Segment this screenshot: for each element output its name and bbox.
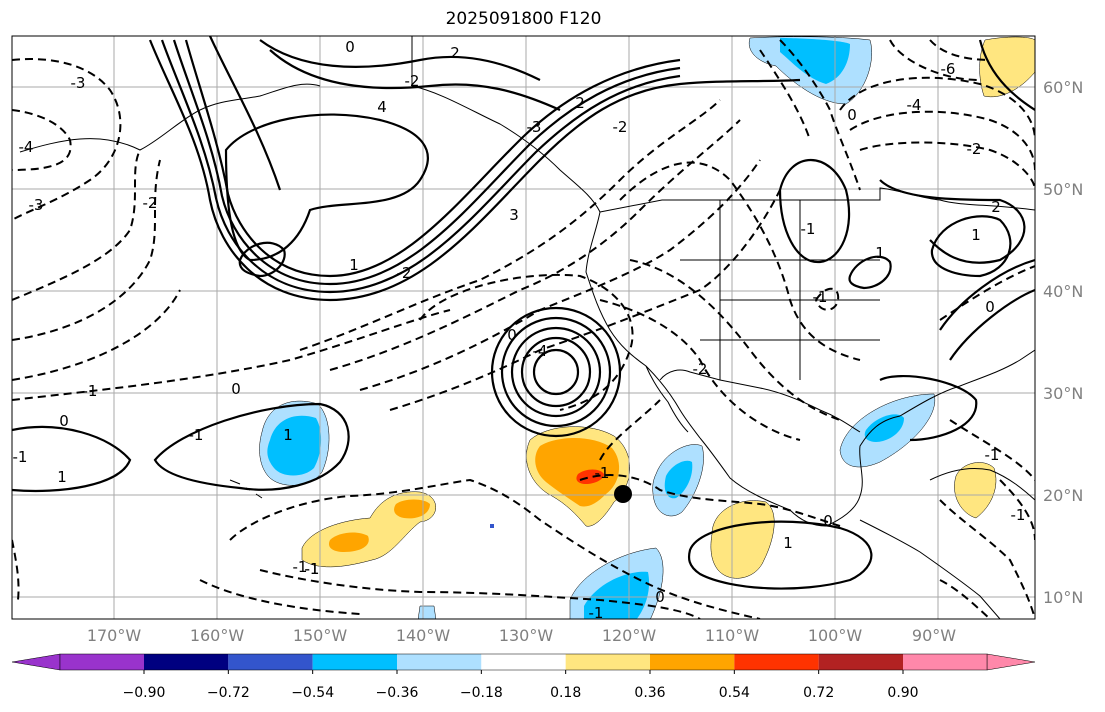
colorbar-cell — [650, 654, 735, 670]
lon-label: 100°W — [808, 626, 863, 645]
lat-label: 50°N — [1043, 180, 1083, 199]
contour-label-layer: 0 24 213-4-3 -2-2-2-3-1-1 00-2-3-411-10-1-1-… — [13, 38, 1026, 622]
contour-label: -6 — [941, 60, 956, 78]
contour-label: -2 — [967, 140, 982, 158]
contour-label: 0 — [655, 588, 665, 606]
contour-label: 3 — [509, 206, 519, 224]
contour-label: -1 — [305, 560, 320, 578]
contour-label: -2 — [613, 118, 628, 136]
contour-label: -3 — [71, 74, 86, 92]
positive-contours — [12, 36, 1035, 590]
colorbar-tick-label: 0.72 — [803, 685, 834, 701]
contour-label: 0 — [59, 412, 69, 430]
contour-label: 1 — [875, 244, 885, 262]
contour-label: 2 — [575, 94, 585, 112]
contour-label: 0 — [231, 380, 241, 398]
contour-label: 1 — [783, 534, 793, 552]
contour-label: -2 — [405, 72, 420, 90]
colorbar-extend-high — [986, 653, 1036, 671]
contour-label: -1 — [813, 288, 828, 306]
colorbar-cell — [144, 654, 229, 670]
contour-label: 1 — [971, 226, 981, 244]
colorbar-tick-label: −0.90 — [123, 685, 166, 701]
contour-label: -1 — [1011, 506, 1026, 524]
map-title: 2025091800 F120 — [445, 9, 602, 29]
lat-label: 20°N — [1043, 486, 1083, 505]
contour-label: -3 — [527, 118, 542, 136]
colorbar: −0.90 −0.72 −0.54 −0.36 −0.18 0.18 0.36 0.54 0.7… — [11, 653, 1036, 701]
colorbar-tick-label: 0.90 — [887, 685, 918, 701]
contour-label: 0 — [507, 326, 517, 344]
lat-label: 10°N — [1043, 588, 1083, 607]
contour-label: -1 — [801, 220, 816, 238]
contour-label: 2 — [991, 198, 1001, 216]
colorbar-cell — [903, 654, 987, 670]
contour-label: 1 — [349, 256, 359, 274]
contour-label: 2 — [450, 44, 460, 62]
colorbar-tick-label: −0.54 — [291, 685, 334, 701]
contour-label: -4 — [907, 96, 922, 114]
colorbar-cell — [481, 654, 566, 670]
colorbar-cell — [565, 654, 650, 670]
lon-label: 120°W — [602, 626, 657, 645]
contour-label: -1 — [189, 426, 204, 444]
colorbar-tick-label: 0.54 — [719, 685, 750, 701]
lat-label: 40°N — [1043, 282, 1083, 301]
lat-label: 60°N — [1043, 78, 1083, 97]
colorbar-cell — [734, 654, 819, 670]
contour-label: -2 — [693, 360, 708, 378]
graticule — [12, 36, 1035, 619]
contour-label: -1 — [83, 382, 98, 400]
colorbar-tick-label: −0.18 — [460, 685, 503, 701]
lon-label: 90°W — [912, 626, 956, 645]
colorbar-tick-label: 0.36 — [634, 685, 665, 701]
contour-label: 1 — [57, 468, 67, 486]
lon-label: 150°W — [293, 626, 348, 645]
contour-label: -1 — [13, 448, 28, 466]
colorbar-tick-label: −0.72 — [207, 685, 250, 701]
map-frame — [11, 35, 1036, 620]
contour-label: -3 — [29, 196, 44, 214]
colorbar-extend-low — [11, 653, 61, 671]
lon-label: 130°W — [499, 626, 554, 645]
contour-label: 0 — [823, 512, 833, 530]
contour-label: -4 — [19, 138, 34, 156]
location-marker — [614, 485, 632, 503]
colorbar-cell — [60, 654, 144, 670]
contour-label: 0 — [847, 106, 857, 124]
contour-label: -1 — [305, 560, 320, 578]
contour-label: -2 — [397, 264, 412, 282]
lon-label: 140°W — [396, 626, 451, 645]
colorbar-cell — [397, 654, 482, 670]
lat-labels: 60°N 50°N 40°N 30°N 20°N 10°N — [1043, 78, 1083, 607]
contour-label: 0 — [345, 38, 355, 56]
contour-label: -4 — [533, 342, 548, 360]
colorbar-tick-label: 0.18 — [550, 685, 581, 701]
contour-label: -1 — [293, 558, 308, 576]
colorbar-tick-label: −0.36 — [376, 685, 419, 701]
lon-label: 160°W — [190, 626, 245, 645]
colorbar-frame — [59, 653, 988, 671]
colorbar-cell — [312, 654, 397, 670]
contour-label: 0 — [985, 298, 995, 316]
contour-label: -1 — [985, 446, 1000, 464]
contour-label: -1 — [595, 464, 610, 482]
lon-label: 170°W — [87, 626, 142, 645]
contour-label: 1 — [283, 426, 293, 444]
colorbar-cell — [818, 654, 903, 670]
lon-label: 110°W — [705, 626, 760, 645]
contour-label: -1 — [589, 604, 604, 622]
lat-label: 30°N — [1043, 384, 1083, 403]
contour-label: -2 — [143, 194, 158, 212]
contour-label: 4 — [377, 98, 387, 116]
shaded-fields — [259, 36, 1035, 619]
colorbar-cell — [228, 654, 313, 670]
lon-labels: 170°W 160°W 150°W 140°W 130°W 120°W 110°… — [87, 626, 956, 645]
negative-contours — [12, 39, 1035, 619]
